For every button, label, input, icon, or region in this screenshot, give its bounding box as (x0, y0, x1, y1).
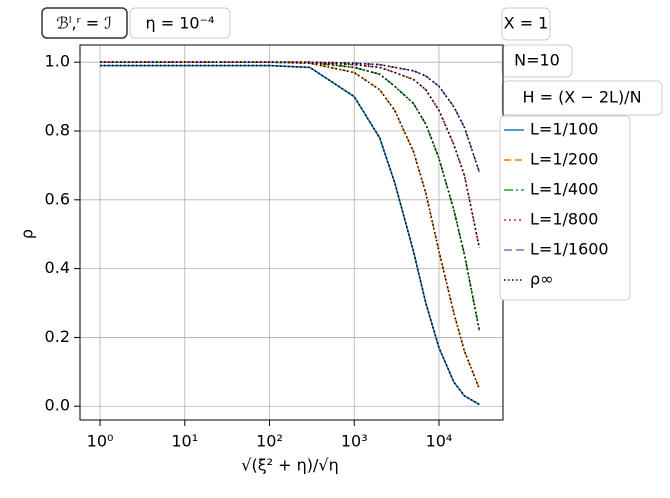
limit-line (100, 61, 481, 249)
x-tick-label: 10⁴ (426, 432, 453, 451)
x-axis-label: √(ξ² + η)/√η (241, 456, 338, 475)
grid (80, 45, 503, 420)
legend-label: L=1/100 (530, 120, 598, 139)
limit-line (100, 61, 481, 390)
x-tick-label: 10² (256, 432, 283, 451)
annotation-box (501, 44, 573, 78)
y-tick-label: 0.4 (45, 258, 70, 277)
annotation-box (41, 7, 128, 39)
annotation: η = 10⁻⁴ (146, 14, 215, 33)
y-tick-label: 0.8 (45, 121, 70, 140)
legend-label: L=1/400 (530, 180, 598, 199)
legend-label: ρ∞ (530, 270, 553, 289)
y-tick-label: 0.0 (45, 396, 70, 415)
legend-label: L=1/800 (530, 210, 598, 229)
y-tick-label: 0.6 (45, 189, 70, 208)
limit-line (100, 61, 481, 173)
annotation: ℬˡ,ʳ = ℐ (56, 14, 112, 33)
annotation: H = (X − 2L)/N (522, 88, 641, 107)
legend-label: L=1/1600 (530, 240, 609, 259)
annotation-box (501, 80, 663, 116)
series-line (100, 64, 480, 406)
x-tick-label: 10³ (341, 432, 368, 451)
y-tick-label: 1.0 (45, 52, 70, 71)
x-tick-label: 10¹ (171, 432, 198, 451)
annotation: X = 1 (504, 14, 549, 33)
annotation-box (129, 7, 231, 39)
annotation: N=10 (514, 51, 560, 70)
y-tick-label: 0.2 (45, 327, 70, 346)
plot-frame (79, 44, 504, 421)
limit-line (100, 64, 480, 406)
y-axis-label: ρ (18, 229, 37, 239)
x-tick-label: 10⁰ (87, 432, 114, 451)
legend-box (499, 115, 631, 301)
annotation-box (501, 7, 551, 41)
legend-label: L=1/200 (530, 150, 598, 169)
series-line (100, 61, 481, 249)
series-line (100, 61, 481, 390)
